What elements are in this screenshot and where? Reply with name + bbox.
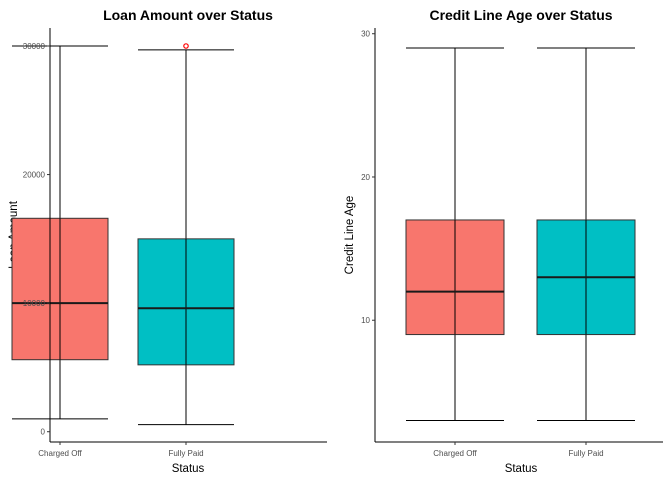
x-axis-label: Status [172, 463, 205, 475]
y-tick-label: 30000 [23, 42, 46, 51]
plot-area: 10 20 30 Charged Off Fully Paid [361, 28, 663, 458]
chart-title: Credit Line Age over Status [429, 7, 612, 23]
y-tick-label: 20 [361, 173, 370, 182]
x-tick-label: Charged Off [38, 449, 82, 458]
x-tick-label: Fully Paid [568, 449, 603, 458]
loan-amount-panel: Loan Amount over Status Status Loan Amou… [8, 7, 327, 475]
outlier-point [183, 43, 189, 49]
y-tick-label: 20000 [23, 171, 46, 180]
x-tick-label: Fully Paid [168, 449, 203, 458]
x-tick-label: Charged Off [433, 449, 477, 458]
y-axis-label: Credit Line Age [344, 196, 356, 275]
plot-area: 0 10000 20000 30000 Charged Off Fully Paid [11, 28, 327, 458]
credit-line-age-panel: Credit Line Age over Status Status Credi… [344, 7, 663, 475]
chart-title: Loan Amount over Status [103, 7, 273, 23]
x-axis-label: Status [505, 463, 538, 475]
y-tick-label: 0 [41, 428, 46, 437]
y-tick-label: 10000 [23, 299, 46, 308]
y-tick-label: 30 [361, 30, 370, 39]
y-tick-label: 10 [361, 316, 370, 325]
